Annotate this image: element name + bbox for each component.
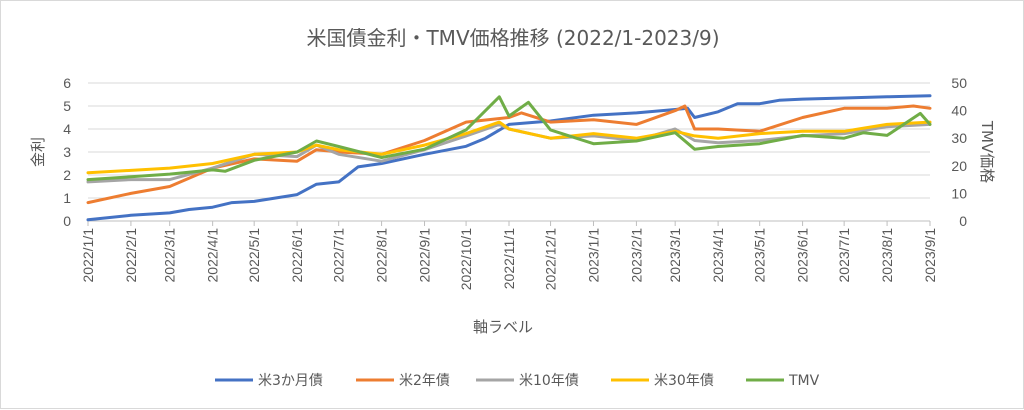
x-tick-label: 2022/9/1 [417,228,433,283]
legend-item: 米3か月債 [215,373,323,389]
series-lines [86,94,932,222]
x-axis-label: 軸ラベル [473,318,533,336]
x-tick-label: 2023/3/1 [667,228,683,283]
y-tick-label-left: 1 [63,190,71,206]
legend-label: 米2年債 [399,373,450,389]
series-line [86,122,932,184]
x-tick-label: 2023/8/1 [879,228,895,283]
series-line [86,94,932,222]
x-tick-label: 2022/4/1 [205,228,221,283]
y-tick-label-left: 6 [63,75,71,91]
y-tick-label-right: 50 [951,75,967,91]
legend-item: 米2年債 [356,373,450,389]
chart-title: 米国債金利・TMV価格推移 (2022/1-2023/9) [306,26,719,50]
y-tick-label-left: 0 [63,213,71,229]
x-tick-label: 2023/1/1 [585,228,601,283]
legend-label: TMV [788,373,820,389]
y-tick-label-right: 40 [951,103,967,119]
legend-item: TMV [746,373,820,389]
x-tick-label: 2022/10/1 [458,228,474,290]
legend: 米3か月債 米2年債 米10年債 米30年債 TMV [215,373,820,389]
x-tick-label: 2023/9/1 [922,228,938,283]
y-axis-left-ticks: 0 1 2 3 4 5 6 [63,75,71,229]
y-tick-label-left: 4 [63,121,71,137]
x-tick-label: 2022/7/1 [331,228,347,283]
legend-item: 米10年債 [476,373,579,389]
legend-item: 米30年債 [611,373,714,389]
y-tick-label-right: 0 [959,213,967,229]
series-line [86,104,932,205]
y-tick-label-left: 5 [63,98,71,114]
series-line [86,120,932,175]
y-tick-label-left: 2 [63,167,71,183]
y-axis-left-label: 金利 [29,137,47,167]
legend-label: 米30年債 [654,373,714,389]
x-tick-label: 2023/5/1 [752,228,768,283]
series-line [86,95,932,182]
x-tick-label: 2022/1/1 [80,228,96,283]
legend-label: 米10年債 [519,373,579,389]
x-tick-label: 2023/4/1 [710,228,726,283]
x-tick-label: 2022/8/1 [374,228,390,283]
x-tick-label: 2022/11/1 [501,228,517,289]
x-tick-label: 2022/3/1 [162,228,178,283]
x-tick-label: 2023/7/1 [836,228,852,283]
y-tick-label-right: 30 [951,130,967,146]
x-tick-label: 2022/12/1 [543,228,559,290]
y-tick-label-right: 10 [951,185,967,201]
y-tick-label-left: 3 [63,144,71,160]
y-axis-right-ticks: 0 10 20 30 40 50 [951,75,967,229]
x-tick-label: 2022/5/1 [246,228,262,283]
y-tick-label-right: 20 [951,158,967,174]
x-axis-ticks: 2022/1/1 2022/2/1 2022/3/1 2022/4/1 2022/5/1… [80,221,938,290]
legend-label: 米3か月債 [258,373,323,389]
y-axis-right-label: TMV価格 [978,120,996,183]
x-tick-label: 2023/2/1 [628,228,644,283]
x-tick-label: 2022/6/1 [289,228,305,283]
gridlines [88,82,930,222]
x-tick-label: 2022/2/1 [123,228,139,283]
x-tick-label: 2023/6/1 [795,228,811,283]
